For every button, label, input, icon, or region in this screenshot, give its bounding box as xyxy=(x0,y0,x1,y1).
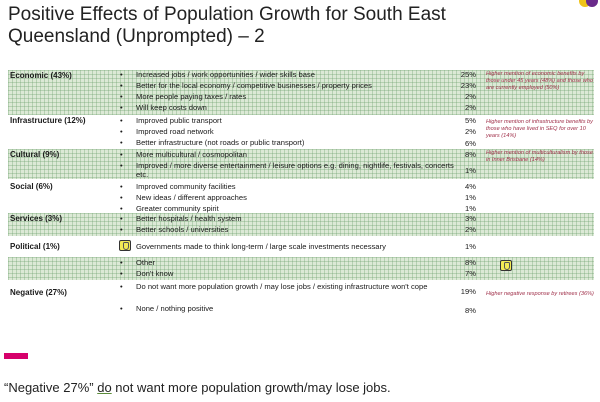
section-note: Higher negative response by retirees (36… xyxy=(486,291,594,297)
footer-suffix: not want more population growth/may lose… xyxy=(111,380,391,395)
item-pct: 23% xyxy=(460,81,476,90)
item-pct: 1% xyxy=(465,193,476,202)
item-pct: 19% xyxy=(460,287,476,296)
footer-caption: “Negative 27%” do not want more populati… xyxy=(4,380,391,395)
section-other: • Other 8% • Don't know 7% xyxy=(8,257,594,280)
bullet: • xyxy=(120,225,123,234)
item-text: Increased jobs / work opportunities / wi… xyxy=(136,70,315,79)
bullet: • xyxy=(120,258,123,267)
item-pct: 3% xyxy=(465,214,476,223)
effects-table: Economic (43%) • Increased jobs / work op… xyxy=(8,70,594,316)
section-economic: Economic (43%) • Increased jobs / work op… xyxy=(8,70,594,115)
bullet: • xyxy=(120,116,123,125)
section-cultural: Cultural (9%) • More multicultural / cosm… xyxy=(8,149,594,179)
item-pct: 6% xyxy=(465,139,476,148)
footer-underlined-word: do xyxy=(97,380,112,395)
item-pct: 2% xyxy=(465,225,476,234)
item-pct: 1% xyxy=(465,166,476,175)
item-text: Better schools / universities xyxy=(136,225,229,234)
item-text: Greater community spirit xyxy=(136,204,219,213)
item-pct: 5% xyxy=(465,116,476,125)
item-pct: 7% xyxy=(465,269,476,278)
item-pct: 4% xyxy=(465,182,476,191)
section-services: Services (3%) • Better hospitals / health… xyxy=(8,213,594,236)
highlight-flag-icon xyxy=(119,240,131,251)
item-text: Governments made to think long-term / la… xyxy=(136,242,386,251)
bullet: • xyxy=(120,182,123,191)
item-text: More people paying taxes / rates xyxy=(136,92,247,101)
section-note: Higher mention of multiculturalism by th… xyxy=(486,150,593,163)
category-label: Economic (43%) xyxy=(10,71,72,80)
item-pct: 25% xyxy=(460,70,476,79)
item-pct: 2% xyxy=(465,127,476,136)
bullet: • xyxy=(120,214,123,223)
bullet: • xyxy=(120,81,123,90)
item-text: New ideas / different approaches xyxy=(136,193,247,202)
bullet: • xyxy=(120,150,123,159)
item-pct: 8% xyxy=(465,306,476,315)
category-label: Political (1%) xyxy=(10,242,60,251)
item-text: Better hospitals / health system xyxy=(136,214,242,223)
section-social: Social (6%) • Improved community faciliti… xyxy=(8,179,594,213)
item-text: None / nothing positive xyxy=(136,304,214,313)
item-pct: 1% xyxy=(465,204,476,213)
bullet: • xyxy=(120,92,123,101)
category-label: Infrastructure (12%) xyxy=(10,116,86,125)
item-text: More multicultural / cosmopolitan xyxy=(136,150,247,159)
bullet: • xyxy=(120,282,123,291)
item-text: Improved / more diverse entertainment / … xyxy=(136,161,454,179)
bullet: • xyxy=(120,103,123,112)
item-text: Do not want more population growth / may… xyxy=(136,282,428,291)
category-label: Social (6%) xyxy=(10,182,53,191)
item-text: Other xyxy=(136,258,155,267)
section-negative: Negative (27%) • Do not want more populat… xyxy=(8,280,594,316)
item-pct: 2% xyxy=(465,103,476,112)
bullet: • xyxy=(120,138,123,147)
bullet: • xyxy=(120,70,123,79)
item-pct: 8% xyxy=(465,258,476,267)
item-text: Better for the local economy / competiti… xyxy=(136,81,372,90)
bullet: • xyxy=(120,304,123,313)
item-text: Don't know xyxy=(136,269,174,278)
section-note: Higher mention of economic benefits by t… xyxy=(486,71,593,91)
bullet: • xyxy=(120,269,123,278)
footer-prefix: “Negative 27%” xyxy=(4,380,98,395)
accent-bar xyxy=(4,353,28,359)
category-label: Services (3%) xyxy=(10,214,63,223)
category-label: Cultural (9%) xyxy=(10,150,60,159)
section-political: Political (1%) Governments made to think… xyxy=(8,236,594,257)
bullet: • xyxy=(120,193,123,202)
item-text: Improved community facilities xyxy=(136,182,236,191)
item-text: Better infrastructure (not roads or publ… xyxy=(136,138,305,147)
category-label: Negative (27%) xyxy=(10,288,67,297)
section-note: Higher mention of infrastructure benefit… xyxy=(486,119,593,139)
slide-title: Positive Effects of Population Growth fo… xyxy=(8,4,446,47)
item-pct: 1% xyxy=(465,242,476,251)
item-text: Will keep costs down xyxy=(136,103,207,112)
item-text: Improved public transport xyxy=(136,116,222,125)
bullet: • xyxy=(120,204,123,213)
bullet: • xyxy=(120,127,123,136)
item-text: Improved road network xyxy=(136,127,214,136)
item-pct: 8% xyxy=(465,150,476,159)
section-infrastructure: Infrastructure (12%) • Improved public tr… xyxy=(8,115,594,149)
item-pct: 2% xyxy=(465,92,476,101)
logo-icon xyxy=(579,0,598,7)
highlight-flag-icon xyxy=(500,260,512,271)
bullet: • xyxy=(120,161,123,170)
